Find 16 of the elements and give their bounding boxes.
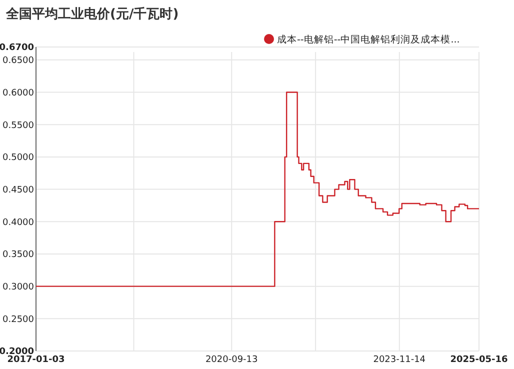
y-tick-label: 0.6000 [2,88,34,98]
legend-label: 成本--电解铝--中国电解铝利润及成本模... [277,33,460,46]
x-tick-label: 2023-11-14 [373,355,426,365]
x-tick-label: 2025-05-16 [450,355,508,365]
y-tick-label: 0.4000 [2,218,34,228]
x-tick-label: 2017-01-03 [7,355,65,365]
x-tick-label: 2020-09-13 [205,355,258,365]
y-tick-label: 0.2500 [2,314,34,325]
y-tick-label: 0.3000 [2,282,34,292]
y-tick-label: 0.5500 [2,120,34,131]
chart-title: 全国平均工业电价(元/千瓦时) [5,6,179,22]
y-tick-label: 0.5000 [2,153,34,164]
y-tick-label: 0.6700 [0,43,34,54]
y-tick-label: 0.4500 [2,185,34,196]
y-tick-label: 0.3500 [2,250,34,260]
y-tick-label: 0.6500 [2,56,34,66]
